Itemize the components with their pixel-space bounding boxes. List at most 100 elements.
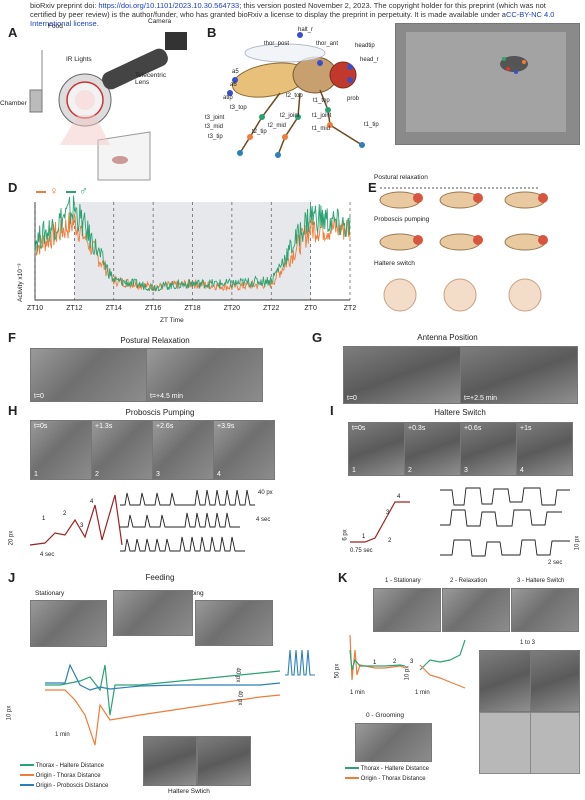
j-scale-y: 10 px bbox=[6, 705, 13, 721]
i-frame-2-num: 2 bbox=[408, 467, 412, 474]
h-trace-mark-3: 3 bbox=[80, 523, 84, 529]
h-frame-2-time: +1.3s bbox=[95, 423, 113, 430]
label-chamber: Chamber bbox=[0, 100, 27, 107]
kp-t3-mid: t3_mid bbox=[205, 124, 224, 130]
j-legend-label-2: Origin - Proboscis Distance bbox=[35, 783, 109, 789]
i-frame-3-time: +0.6s bbox=[464, 425, 482, 432]
i-frame-2-time: +0.3s bbox=[408, 425, 426, 432]
kp-head-r: head_r bbox=[360, 57, 379, 63]
f-frame-1: t=+4.5 min bbox=[146, 348, 263, 402]
panel-b-keypoints: halt_r thor_post thor_ant headtip head_r… bbox=[200, 25, 395, 180]
label-camera: Camera bbox=[148, 18, 172, 25]
k-mark-2: 2 bbox=[393, 659, 397, 665]
doi-link[interactable]: https://doi.org/10.1101/2023.10.30.56473… bbox=[98, 1, 240, 10]
header-prefix: bioRxiv preprint doi: bbox=[30, 1, 99, 10]
j-photo-feeding bbox=[113, 590, 193, 636]
panel-g-title: Antenna Position bbox=[417, 333, 478, 342]
k-one-to-three: 1 to 3 bbox=[520, 640, 536, 646]
h-frame-4: +3.9s 4 bbox=[213, 420, 275, 480]
x-tick-label: ZT2 bbox=[344, 305, 357, 312]
panel-label-d: D bbox=[8, 180, 18, 195]
header-end: . bbox=[96, 19, 99, 28]
k-state-3: 3 - Haltere Switch bbox=[517, 578, 565, 584]
kp-thor-post: thor_post bbox=[264, 41, 290, 47]
h-scale-x2: 4 sec bbox=[256, 517, 271, 523]
legend-female-symbol: ♀ bbox=[49, 184, 59, 198]
j-haltere-frame-2 bbox=[197, 736, 251, 786]
j-legend-item-origin-proboscis: Origin - Proboscis Distance bbox=[20, 781, 108, 791]
kp-t1-mid: t1_mid bbox=[312, 126, 331, 132]
kp-t1-tip: t1_tip bbox=[364, 122, 379, 128]
kp-thor-ant: thor_ant bbox=[316, 41, 339, 47]
panel-h-title: Proboscis Pumping bbox=[125, 408, 195, 417]
kp-halt-r: halt_r bbox=[298, 27, 314, 33]
h-traces: 1 2 3 4 bbox=[29, 489, 255, 552]
e-row-label-relaxation: Postural relaxation bbox=[374, 174, 428, 181]
y-axis-label: Activity x10⁻³ bbox=[17, 263, 24, 302]
j-scale-y2: 40 px bbox=[234, 667, 241, 683]
k-photo-relaxation bbox=[442, 588, 510, 632]
x-tick-label: ZT10 bbox=[27, 305, 43, 312]
k-legend-item-origin-thorax: Origin - Thorax Distance bbox=[345, 774, 429, 784]
x-tick-label: ZT0 bbox=[304, 305, 317, 312]
i-frame-4-time: +1s bbox=[520, 425, 532, 432]
j-scale-y3: 40 px bbox=[236, 690, 243, 706]
panel-e-behaviour-schematics: Postural relaxation Proboscis pumping Ha… bbox=[360, 170, 580, 330]
kp-headtip: headtip bbox=[355, 43, 375, 49]
h-trace-mark-1: 1 bbox=[42, 516, 46, 522]
x-tick-label: ZT18 bbox=[184, 305, 200, 312]
k-antenna-1 bbox=[479, 712, 531, 774]
i-scale-y2: 10 px bbox=[574, 535, 581, 551]
i-scale-x: 0.75 sec bbox=[350, 548, 373, 554]
kp-t3-top: t3_top bbox=[230, 105, 247, 111]
i-frame-3: +0.6s 3 bbox=[460, 422, 517, 476]
i-frame-2: +0.3s 2 bbox=[404, 422, 461, 476]
header-body: ; this version posted November 2, 2023. … bbox=[30, 1, 546, 19]
i-traces: 1 2 3 4 bbox=[350, 487, 570, 557]
kp-a5: a5 bbox=[232, 69, 239, 75]
j-legend-label-1: Origin - Thorax Distance bbox=[35, 773, 101, 779]
label-food: Food bbox=[48, 23, 63, 30]
k-state-1: 1 - Stationary bbox=[385, 578, 421, 584]
k-scale-x2: 1 min bbox=[415, 690, 430, 696]
i-frame-4-num: 4 bbox=[520, 467, 524, 474]
k-scale-y2: 10 px bbox=[404, 665, 411, 681]
kp-a6: a6 bbox=[230, 82, 237, 88]
k-state-2: 2 - Relaxation bbox=[450, 578, 488, 584]
panel-label-i: I bbox=[330, 403, 334, 418]
g-frame-1: t=+2.5 min bbox=[460, 346, 578, 404]
k-grooming-label: 0 - Grooming bbox=[366, 712, 404, 719]
panel-i-title: Haltere Switch bbox=[434, 408, 486, 417]
e-fly-drawings bbox=[379, 187, 548, 312]
x-tick-label: ZT12 bbox=[66, 305, 82, 312]
i-scale-y: 6 px bbox=[342, 529, 349, 541]
h-frame-1-num: 1 bbox=[34, 471, 38, 478]
kp-t1-joint: t1_joint bbox=[312, 113, 332, 119]
kp-prob: prob bbox=[347, 96, 360, 102]
legend-male-symbol: ♂ bbox=[79, 184, 89, 198]
h-scale-y: 20 px bbox=[8, 530, 15, 546]
k-traces: 1 2 3 bbox=[349, 634, 466, 689]
j-photo-stationary bbox=[30, 600, 107, 647]
i-trace-mark-3: 3 bbox=[386, 510, 390, 516]
x-tick-label: ZT20 bbox=[224, 305, 240, 312]
kp-t1-top: t1_top bbox=[313, 98, 330, 104]
h-frame-2: +1.3s 2 bbox=[91, 420, 153, 480]
j-legend-item-origin-thorax: Origin - Thorax Distance bbox=[20, 771, 108, 781]
j-traces bbox=[45, 649, 315, 746]
kp-atip: atip bbox=[223, 95, 233, 101]
h-frame-1: t=0s 1 bbox=[30, 420, 92, 480]
j-legend-item-thorax-haltere: Thorax - Haltere Distance bbox=[20, 761, 108, 771]
i-scale-x2: 2 sec bbox=[548, 560, 563, 566]
i-frame-4: +1s 4 bbox=[516, 422, 573, 476]
activity-plot: ZT10 ZT12 ZT14 ZT16 ZT18 ZT20 ZT22 ZT0 ZT2 bbox=[27, 195, 357, 312]
license-link[interactable]: CC-BY-NC 4.0 International license bbox=[30, 10, 555, 28]
k-legend-item-thorax-haltere: Thorax - Haltere Distance bbox=[345, 764, 429, 774]
k-mark-1: 1 bbox=[373, 660, 377, 666]
k-legend: Thorax - Haltere Distance Origin - Thora… bbox=[345, 764, 429, 784]
i-trace-mark-4: 4 bbox=[397, 494, 401, 500]
h-frame-2-num: 2 bbox=[95, 471, 99, 478]
i-frame-1-time: t=0s bbox=[352, 425, 366, 432]
j-photo-pumping bbox=[195, 600, 273, 646]
g-frame-0-time: t=0 bbox=[347, 395, 357, 402]
